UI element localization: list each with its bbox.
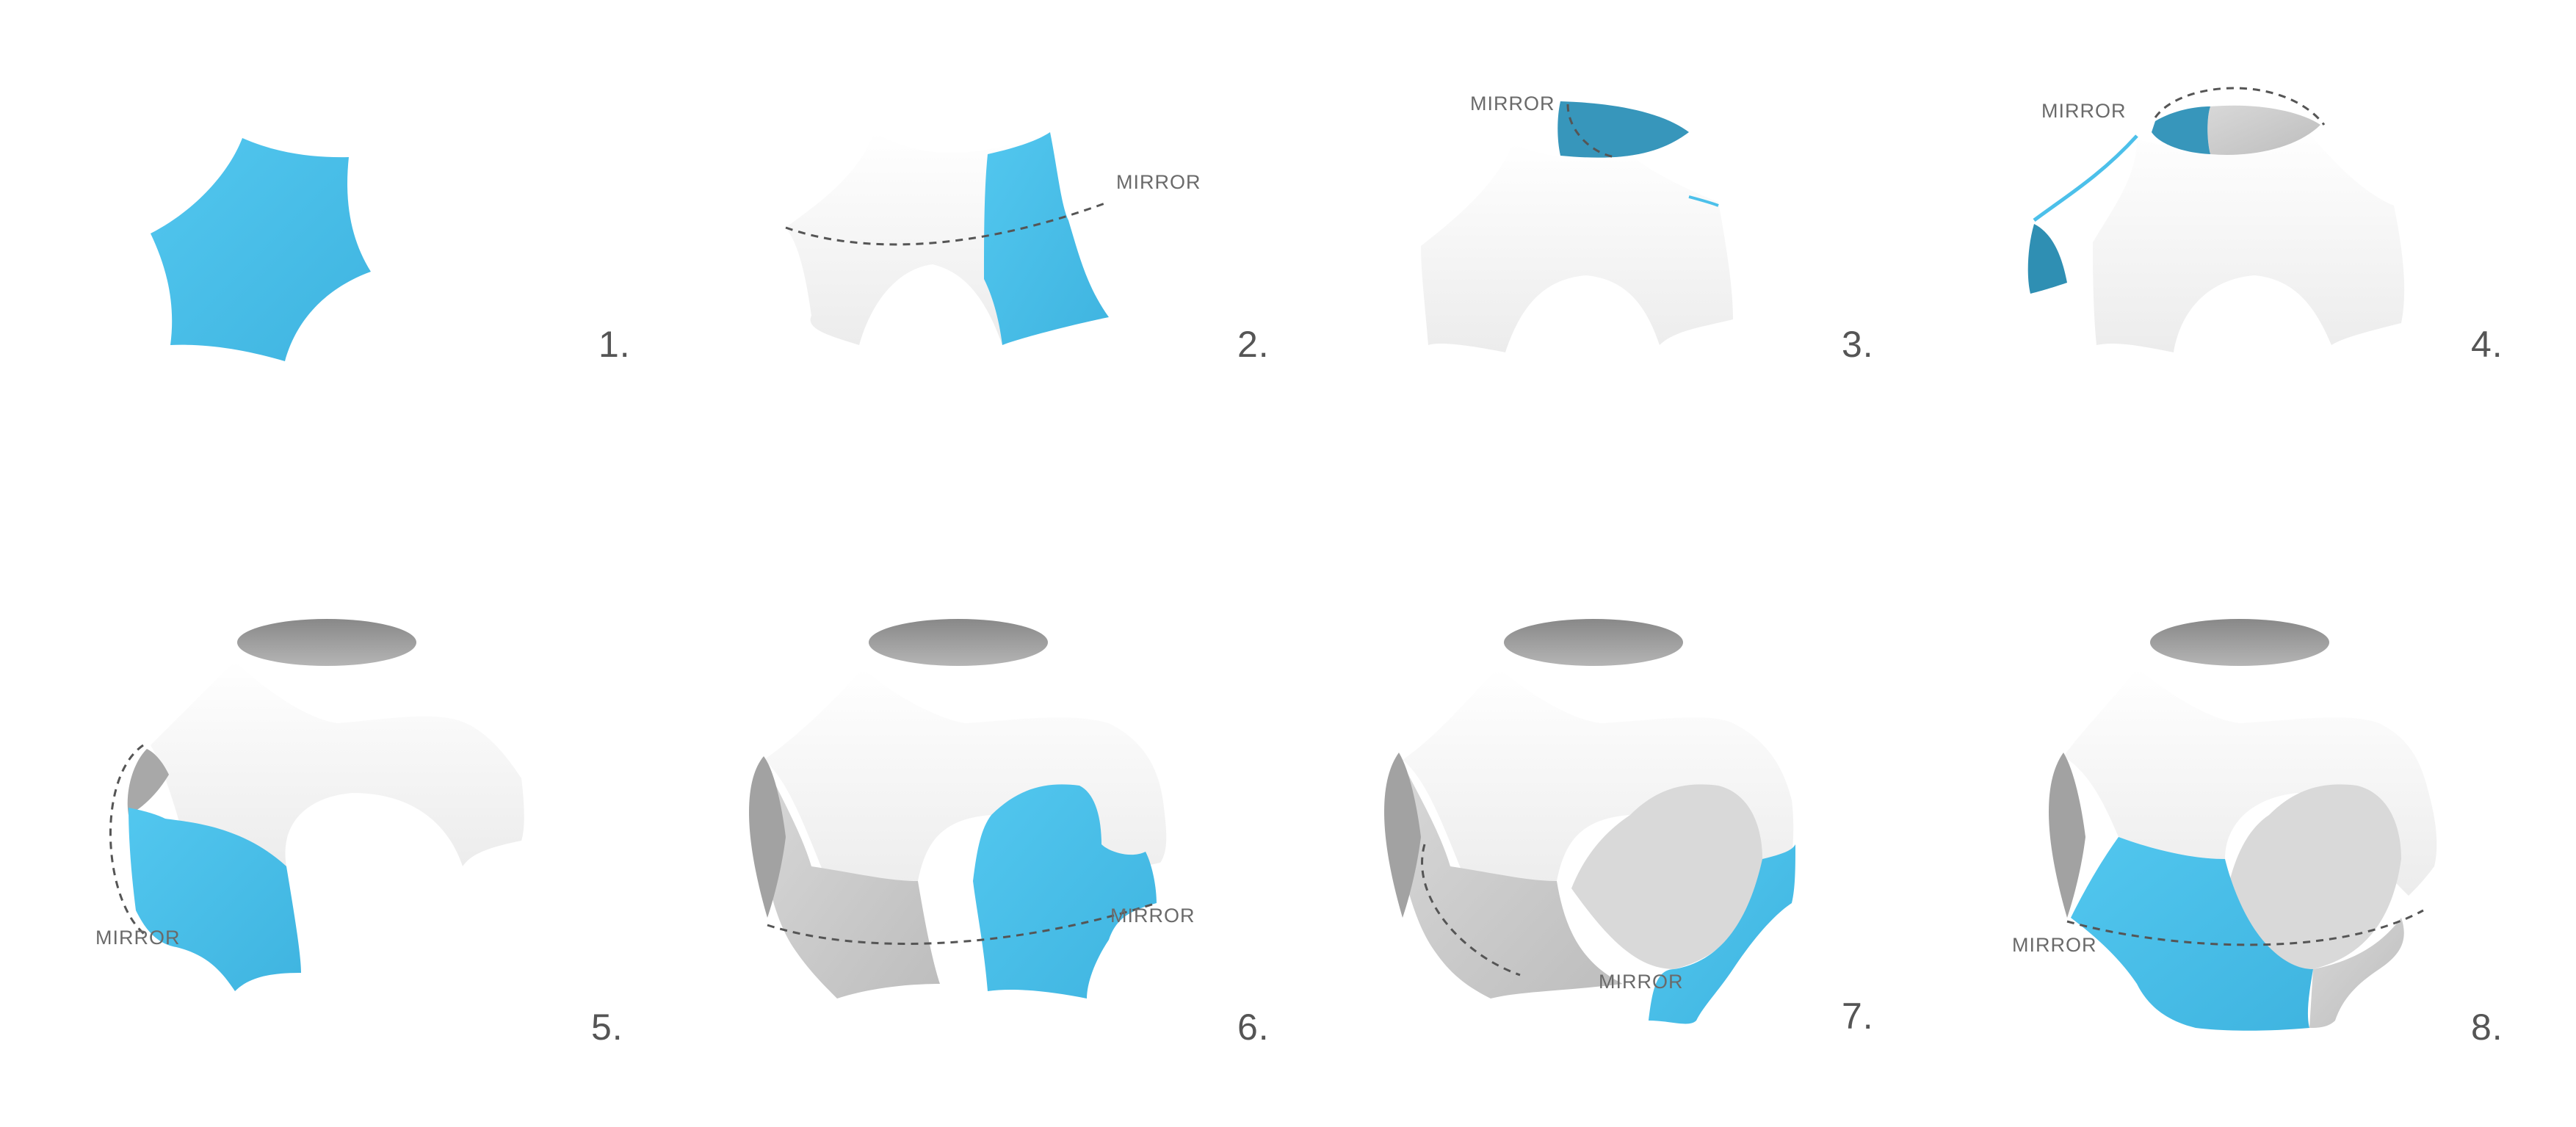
mirror-guide-line xyxy=(1421,844,1521,976)
blue-patch xyxy=(2152,106,2210,154)
dark-side xyxy=(749,756,786,918)
step-3-panel: MIRROR 3. xyxy=(1278,0,1909,529)
step-number: 5. xyxy=(591,1007,623,1048)
step-8-panel: MIRROR 8. xyxy=(1917,573,2548,1101)
grey-bottom-right xyxy=(2309,918,2404,1028)
blue-patch xyxy=(151,138,371,361)
mirror-label: MIRROR xyxy=(1110,905,1195,927)
blue-patch xyxy=(129,808,301,991)
top-hole xyxy=(1504,619,1683,666)
step-number: 6. xyxy=(1237,1007,1270,1048)
blue-patch xyxy=(1649,844,1795,1024)
white-surface xyxy=(2063,668,2437,896)
step-number: 4. xyxy=(2471,324,2503,365)
white-surface xyxy=(151,661,524,866)
white-surface xyxy=(1403,668,1794,896)
blue-patch xyxy=(984,132,1109,345)
blue-edge xyxy=(1688,195,1719,207)
mirror-guide-line xyxy=(2154,87,2326,126)
step-number: 8. xyxy=(2471,1007,2503,1048)
blue-patch xyxy=(973,784,1157,999)
step-number: 2. xyxy=(1237,324,1270,365)
step-2-panel: MIRROR 2. xyxy=(639,0,1270,529)
grey-sphere xyxy=(1571,784,1762,969)
white-surface xyxy=(1421,143,1733,352)
grey-side xyxy=(127,749,169,815)
mirror-guide-line xyxy=(785,200,1110,246)
dark-side xyxy=(1384,753,1421,918)
step-number: 1. xyxy=(598,324,631,365)
mirror-label: MIRROR xyxy=(2012,934,2097,956)
grey-left-surface xyxy=(764,760,940,999)
grey-left-surface xyxy=(1399,756,1623,999)
mirror-label: MIRROR xyxy=(2041,100,2127,122)
grey-sphere xyxy=(2225,784,2401,969)
blue-patch xyxy=(2071,837,2313,1031)
blue-patch xyxy=(1557,101,1689,158)
top-hole xyxy=(2150,619,2329,666)
step-5-panel: MIRROR 5. xyxy=(0,573,632,1101)
mirror-label: MIRROR xyxy=(1116,171,1201,193)
mirror-label: MIRROR xyxy=(1599,971,1684,993)
dark-side xyxy=(2049,753,2085,918)
white-surface xyxy=(2093,125,2405,352)
step-7-panel: MIRROR 7. xyxy=(1278,573,1909,1101)
top-hole xyxy=(869,619,1048,666)
mirror-guide-line xyxy=(767,902,1157,945)
step-4-panel: MIRROR 4. xyxy=(1917,0,2548,529)
step-number: 3. xyxy=(1842,324,1874,365)
blue-edge xyxy=(2033,134,2138,222)
step-6-panel: MIRROR 6. xyxy=(639,573,1270,1101)
mirror-guide-line xyxy=(109,744,148,938)
top-hole xyxy=(237,619,416,666)
mirror-label: MIRROR xyxy=(95,927,181,949)
mirror-guide-line xyxy=(2066,909,2424,946)
blue-side-patch xyxy=(2027,224,2067,294)
step-1-panel: 1. xyxy=(0,0,632,529)
grey-hole xyxy=(2207,105,2320,155)
step-number: 7. xyxy=(1842,996,1874,1037)
mirror-guide-line xyxy=(1566,104,1616,159)
mirror-label: MIRROR xyxy=(1470,93,1555,115)
